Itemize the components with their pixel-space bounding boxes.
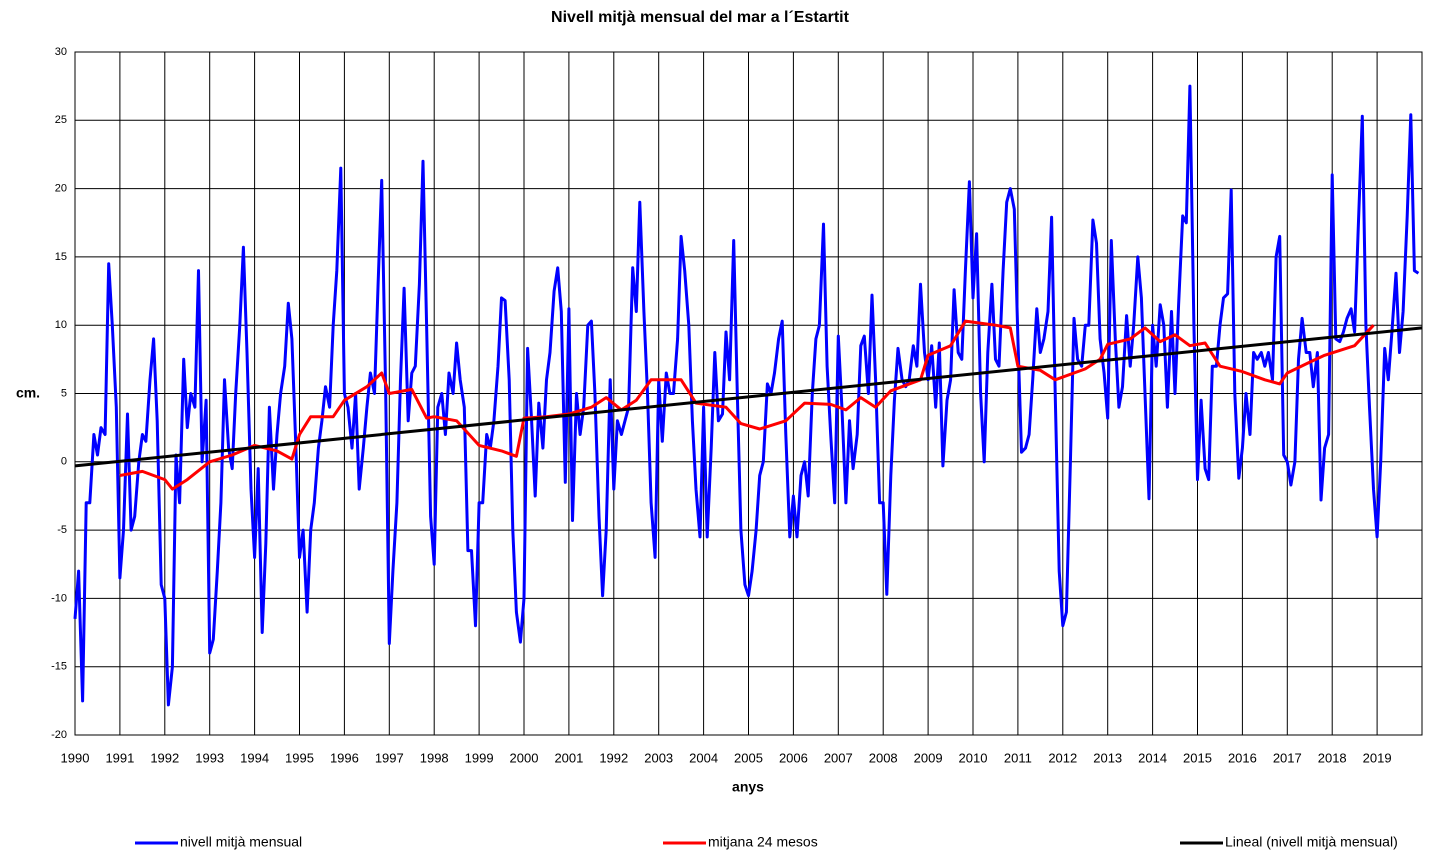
x-tick-label: 1992 [599,750,628,765]
chart-title: Nivell mitjà mensual del mar a l´Estarti… [551,9,850,26]
y-tick-label: 0 [61,456,67,468]
x-tick-label: 2019 [1363,750,1392,765]
series-line [74,326,1423,468]
x-tick-label: 2000 [510,750,539,765]
x-tick-label: 2012 [1048,750,1077,765]
x-axis-label: anys [732,779,764,795]
y-tick-label: -20 [51,729,67,741]
legend-label: nivell mitjà mensual [180,834,302,850]
x-tick-label: 2004 [689,750,718,765]
x-tick-label: 1994 [240,750,269,765]
x-tick-label: 2015 [1183,750,1212,765]
x-tick-label: 1998 [420,750,449,765]
x-tick-label: 2013 [1093,750,1122,765]
x-tick-label: 1992 [150,750,179,765]
y-tick-label: -10 [51,592,67,604]
x-tick-label: 2001 [554,750,583,765]
x-tick-label: 2007 [824,750,853,765]
x-tick-label: 2005 [734,750,763,765]
y-tick-label: 10 [55,319,67,331]
x-tick-label: 2017 [1273,750,1302,765]
x-tick-label: 1997 [375,750,404,765]
y-axis-label: cm. [16,385,40,401]
y-tick-label: 25 [55,114,67,126]
y-tick-label: -15 [51,661,67,673]
x-tick-label: 2011 [1004,750,1032,765]
legend-label: Lineal (nivell mitjà mensual) [1225,834,1398,850]
x-tick-label: 1993 [195,750,224,765]
x-tick-label: 1995 [285,750,314,765]
y-tick-label: 30 [55,46,67,58]
x-tick-label: 1996 [330,750,359,765]
y-tick-label: 15 [55,251,67,263]
x-tick-label: 2006 [779,750,808,765]
legend-label: mitjana 24 mesos [708,834,818,850]
x-tick-label: 2003 [644,750,673,765]
x-tick-label: 1999 [465,750,494,765]
y-tick-label: -5 [57,524,67,536]
x-tick-label: 2014 [1138,750,1167,765]
x-tick-label: 1991 [105,750,134,765]
x-tick-label: 2009 [914,750,943,765]
x-tick-label: 1990 [61,750,90,765]
x-tick-label: 2018 [1318,750,1347,765]
x-tick-label: 2008 [869,750,898,765]
y-tick-label: 20 [55,183,67,195]
series-line [119,319,1375,491]
y-tick-label: 5 [61,387,67,399]
x-tick-label: 2016 [1228,750,1257,765]
x-tick-label: 2010 [959,750,988,765]
